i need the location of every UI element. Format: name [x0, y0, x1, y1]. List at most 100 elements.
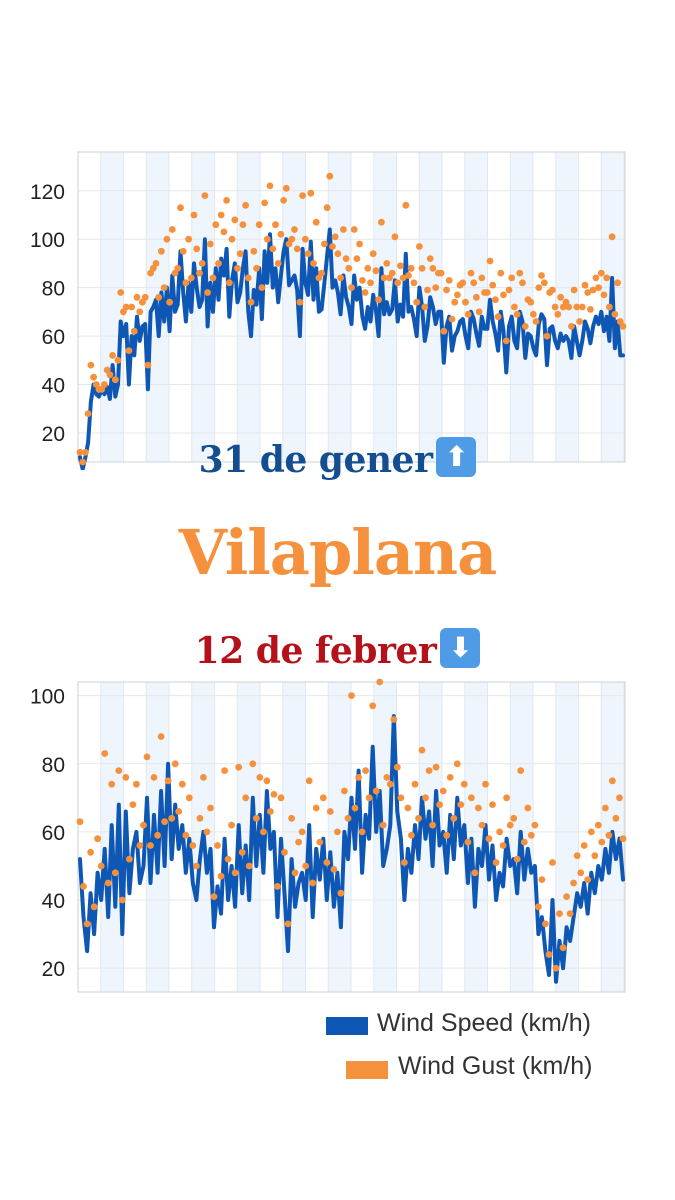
wind-gust-point	[521, 323, 529, 330]
wind-gust-point	[482, 780, 489, 788]
y-tick-label: 40	[42, 375, 65, 398]
wind-gust-point	[436, 801, 443, 808]
wind-gust-point	[291, 226, 298, 233]
wind-gust-point	[104, 879, 112, 887]
wind-gust-point	[416, 243, 423, 250]
wind-gust-point	[402, 201, 410, 209]
wind-gust-point	[551, 303, 559, 311]
wind-gust-point	[84, 410, 92, 417]
wind-gust-point	[171, 760, 179, 768]
wind-gust-point	[397, 794, 405, 802]
wind-gust-point	[331, 233, 339, 241]
wind-gust-point	[500, 291, 507, 299]
wind-gust-point	[108, 780, 116, 788]
wind-gust-point	[418, 746, 426, 754]
wind-gust-point	[196, 269, 203, 277]
wind-gust-point	[506, 821, 514, 829]
wind-gust-point	[101, 381, 108, 388]
wind-gust-point	[421, 303, 429, 311]
wind-gust-point	[356, 240, 363, 248]
wind-gust-point	[223, 197, 231, 204]
y-tick-label: 60	[42, 822, 65, 845]
wind-gust-point	[122, 774, 130, 781]
wind-gust-point	[150, 774, 158, 781]
bottom-date-text: 12 de febrer	[194, 630, 437, 672]
wind-gust-point	[87, 848, 94, 856]
wind-gust-point	[464, 838, 472, 846]
plot-frame	[77, 151, 626, 463]
wind-gust-point	[221, 767, 229, 774]
wind-gust-point	[619, 323, 627, 330]
wind-gust-point	[358, 828, 366, 836]
wind-chart-january: 20 40 60 80 100 120	[30, 151, 627, 470]
wind-gust-point	[468, 794, 475, 802]
wind-gust-point	[606, 303, 613, 311]
wind-gust-point	[234, 264, 241, 272]
wind-gust-point	[589, 286, 597, 294]
wind-gust-point	[475, 308, 483, 316]
wind-gust-point	[330, 866, 338, 873]
wind-gust-point	[527, 831, 535, 839]
wind-gust-point	[80, 883, 87, 890]
wind-gust-point	[602, 804, 609, 812]
wind-gust-point	[263, 235, 271, 243]
wind-gust-point	[152, 260, 160, 267]
wind-gust-point	[353, 255, 361, 262]
wind-gust-point	[570, 286, 578, 294]
wind-gust-point	[570, 879, 577, 887]
wind-speed-series-line	[78, 227, 625, 470]
wind-gust-point	[201, 192, 209, 199]
wind-gust-point	[527, 298, 535, 306]
wind-gust-point	[225, 279, 233, 287]
wind-gust-point	[393, 763, 401, 771]
wind-gust-point	[147, 842, 154, 849]
wind-gust-point	[365, 794, 373, 802]
wind-gust-point	[217, 872, 225, 880]
wind-gust-point	[598, 838, 606, 846]
top-date-caption: 31 de gener ⬆	[0, 437, 675, 481]
wind-gust-point	[443, 831, 451, 839]
wind-gust-point	[445, 277, 453, 284]
wind-gust-point	[122, 303, 130, 311]
wind-gust-point	[413, 298, 421, 306]
wind-gust-point	[182, 831, 190, 839]
wind-gust-point	[450, 814, 458, 822]
wind-gust-point	[239, 221, 247, 229]
wind-gust-point	[549, 286, 556, 294]
wind-gust-point	[337, 274, 344, 282]
wind-gust-point	[242, 794, 250, 802]
wind-gust-point	[340, 226, 347, 233]
wind-gust-point	[136, 842, 144, 849]
wind-gust-point	[79, 458, 87, 466]
wind-gust-point	[520, 838, 528, 846]
wind-gust-point	[168, 814, 176, 822]
wind-gust-point	[505, 286, 513, 294]
wind-gust-point	[426, 255, 434, 262]
wind-gust-point	[319, 794, 327, 802]
wind-gust-point	[309, 879, 317, 887]
wind-gust-point	[608, 233, 616, 241]
wind-gust-point	[307, 189, 315, 197]
wind-gust-point	[284, 920, 292, 928]
wind-gust-point	[341, 787, 348, 795]
wind-gust-point	[415, 814, 422, 822]
wind-gust-point	[334, 828, 341, 836]
wind-gust-point	[291, 869, 299, 877]
wind-gust-point	[247, 298, 255, 306]
wind-gust-point	[321, 240, 328, 248]
wind-gust-point	[312, 218, 320, 226]
wind-gust-point	[364, 264, 372, 272]
wind-gust-point	[451, 298, 459, 306]
wind-gust-point	[200, 774, 207, 781]
wind-gust-point	[446, 774, 454, 781]
wind-gust-point	[459, 279, 467, 287]
wind-gust-point	[467, 269, 475, 277]
wind-gust-point	[261, 199, 268, 207]
wind-gust-point	[511, 303, 518, 311]
wind-gust-point	[390, 716, 398, 723]
wind-gust-point	[361, 289, 369, 296]
wind-gust-point	[277, 230, 285, 238]
wind-gust-point	[235, 763, 243, 771]
wind-gust-point	[212, 221, 220, 229]
wind-gust-point	[609, 777, 616, 785]
